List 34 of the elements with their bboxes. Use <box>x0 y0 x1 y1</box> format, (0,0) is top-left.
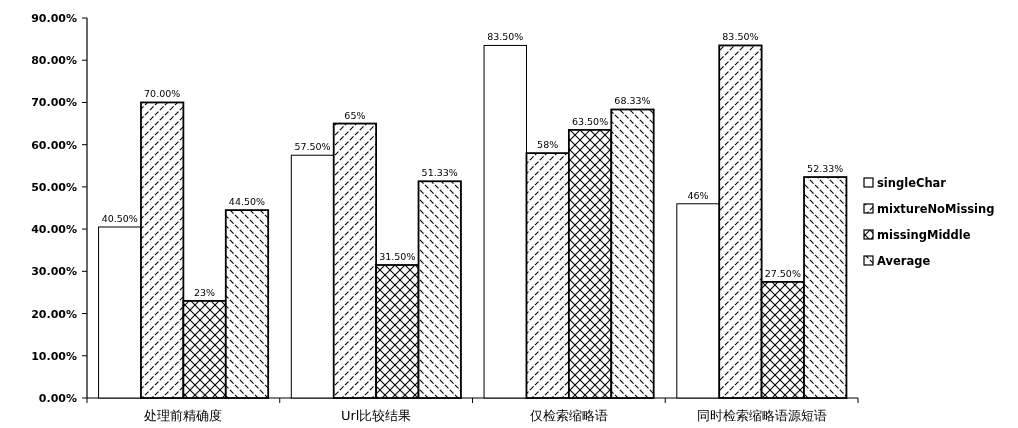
data-label: 68.33% <box>614 95 651 107</box>
data-label: 46% <box>687 189 709 201</box>
y-tick-label: 20.00% <box>31 307 77 321</box>
data-label: 27.50% <box>764 267 801 279</box>
y-tick-label: 10.00% <box>31 349 77 363</box>
data-label: 52.33% <box>807 163 844 175</box>
data-label: 83.50% <box>487 31 524 43</box>
x-tick-label: Url比较结果 <box>340 408 412 423</box>
legend-label: Average <box>877 254 931 268</box>
x-tick-label: 仅检索缩略语 <box>529 408 608 423</box>
y-tick-label: 90.00% <box>31 12 77 25</box>
x-tick-label: 处理前精确度 <box>144 408 223 423</box>
data-label: 40.50% <box>101 213 138 224</box>
data-label: 23% <box>194 286 216 298</box>
data-label: 31.50% <box>379 251 416 262</box>
y-tick-label: 50.00% <box>31 180 77 194</box>
legend-label: mixtureNoMissing <box>877 202 995 216</box>
y-tick-label: 30.00% <box>31 265 77 279</box>
y-tick-label: 80.00% <box>31 54 77 68</box>
data-label: 65% <box>344 109 366 121</box>
legend-label: singleChar <box>877 176 947 190</box>
y-tick-label: 70.00% <box>31 96 77 110</box>
data-label: 44.50% <box>228 196 266 208</box>
y-tick-label: 60.00% <box>31 138 77 152</box>
y-tick-label: 40.00% <box>31 223 77 237</box>
y-tick-label: 0.00% <box>38 392 77 405</box>
x-tick-label: 同时检索缩略语源短语 <box>696 408 827 423</box>
legend-label: missingMiddle <box>877 228 971 242</box>
data-label: 63.50% <box>571 115 609 127</box>
data-label: 83.50% <box>722 31 759 43</box>
data-label: 70.00% <box>144 88 181 100</box>
data-label: 58% <box>537 139 559 151</box>
data-label: 57.50% <box>294 141 331 153</box>
data-label: 51.33% <box>421 167 458 179</box>
